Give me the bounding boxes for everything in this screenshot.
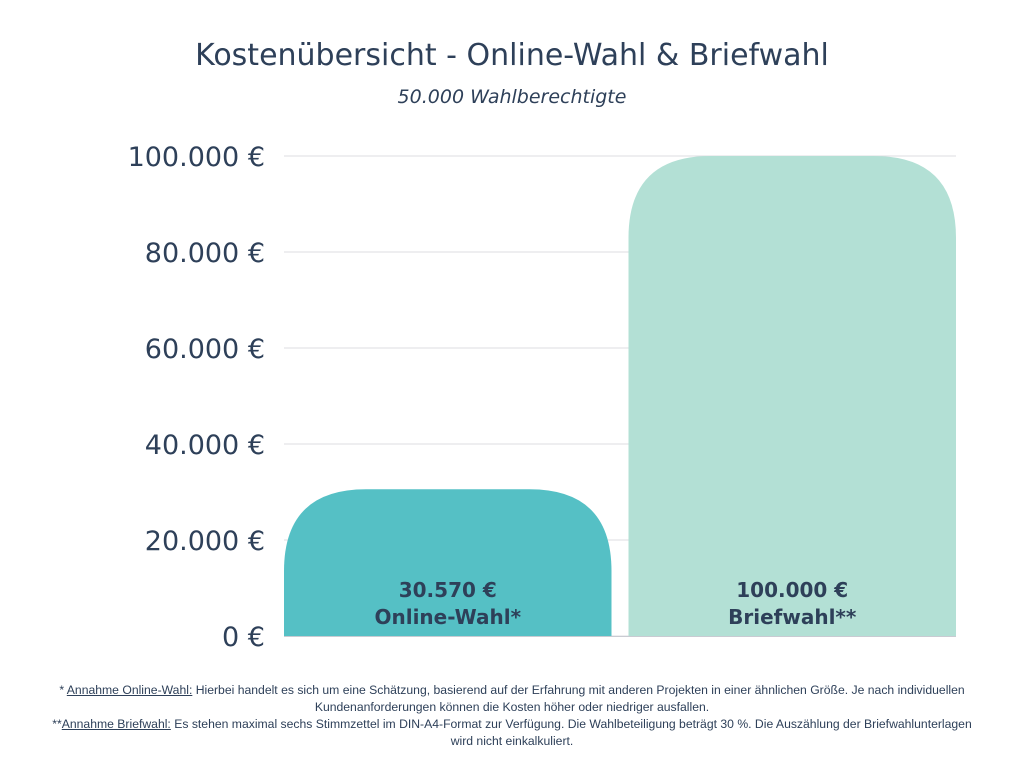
data-label: 100.000 € [736, 578, 848, 602]
chart-title: Kostenübersicht - Online-Wahl & Briefwah… [195, 38, 829, 73]
category-label: Online-Wahl* [374, 605, 521, 629]
chart-subtitle: 50.000 Wahlberechtigte [397, 86, 627, 108]
y-tick-label: 60.000 € [145, 334, 265, 365]
footnote-online: * Annahme Online-Wahl: Hierbei handelt e… [59, 683, 965, 714]
bar-1 [628, 156, 956, 636]
y-tick-label: 0 € [222, 622, 265, 653]
y-tick-label: 20.000 € [145, 526, 265, 557]
bar-0 [284, 489, 612, 636]
y-tick-label: 40.000 € [145, 430, 265, 461]
y-tick-label: 100.000 € [128, 142, 265, 173]
footnote-label: Annahme Online-Wahl: [66, 683, 193, 697]
category-label: Briefwahl** [728, 605, 857, 629]
y-tick-label: 80.000 € [145, 238, 265, 269]
footnote-briefwahl: **Annahme Briefwahl: Es stehen maximal s… [52, 717, 972, 748]
data-label: 30.570 € [399, 578, 497, 602]
footnote-label: Annahme Briefwahl: [61, 717, 171, 731]
footnotes: * Annahme Online-Wahl: Hierbei handelt e… [40, 682, 984, 750]
